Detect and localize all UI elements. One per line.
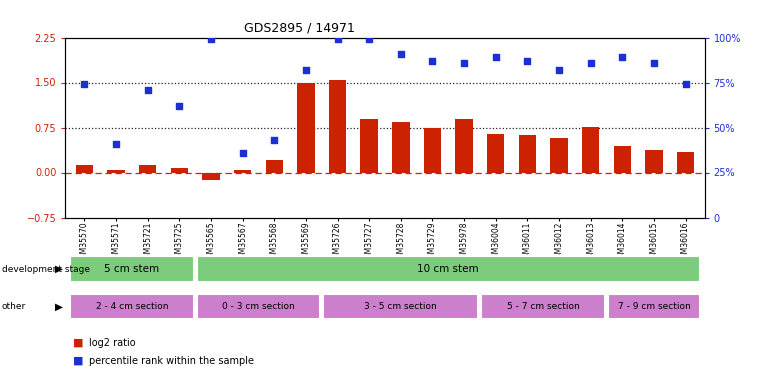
Bar	[645, 150, 663, 172]
Bar	[424, 128, 441, 172]
FancyBboxPatch shape	[197, 256, 700, 282]
FancyBboxPatch shape	[481, 294, 605, 319]
Text: 7 - 9 cm section: 7 - 9 cm section	[618, 302, 690, 311]
Bar	[297, 82, 315, 172]
Text: ▶: ▶	[55, 302, 62, 312]
Text: 2 - 4 cm section: 2 - 4 cm section	[95, 302, 168, 311]
Point	[79, 81, 91, 87]
Point	[584, 60, 597, 66]
FancyBboxPatch shape	[323, 294, 478, 319]
Text: 3 - 5 cm section: 3 - 5 cm section	[364, 302, 437, 311]
Bar	[614, 146, 631, 172]
Text: log2 ratio: log2 ratio	[89, 338, 136, 348]
Bar	[551, 138, 567, 172]
FancyBboxPatch shape	[70, 294, 193, 319]
Text: GDS2895 / 14971: GDS2895 / 14971	[244, 22, 355, 35]
Bar	[392, 122, 410, 172]
Point	[458, 60, 470, 66]
Point	[648, 60, 660, 66]
Bar	[487, 134, 504, 172]
Point	[427, 58, 439, 64]
Point	[395, 51, 407, 57]
Bar	[107, 170, 125, 172]
Bar	[75, 165, 93, 172]
Text: percentile rank within the sample: percentile rank within the sample	[89, 356, 253, 366]
Point	[300, 67, 312, 73]
Point	[521, 58, 534, 64]
Point	[110, 141, 122, 147]
Text: ▶: ▶	[55, 264, 62, 274]
Text: 5 cm stem: 5 cm stem	[104, 264, 159, 274]
Bar	[266, 160, 283, 172]
Point	[142, 87, 154, 93]
Point	[553, 67, 565, 73]
Point	[490, 54, 502, 60]
Text: ■: ■	[73, 356, 84, 366]
Point	[679, 81, 691, 87]
Point	[173, 103, 186, 109]
Bar	[329, 80, 347, 172]
Point	[331, 36, 343, 42]
Bar	[677, 152, 695, 172]
FancyBboxPatch shape	[608, 294, 700, 319]
Point	[268, 137, 280, 143]
Text: development stage: development stage	[2, 265, 89, 274]
Text: ■: ■	[73, 338, 84, 348]
Text: other: other	[2, 302, 25, 311]
Text: 10 cm stem: 10 cm stem	[417, 264, 479, 274]
Bar	[455, 118, 473, 172]
Bar	[582, 127, 599, 172]
Point	[363, 36, 375, 42]
Point	[616, 54, 628, 60]
FancyBboxPatch shape	[70, 256, 193, 282]
Text: 0 - 3 cm section: 0 - 3 cm section	[222, 302, 295, 311]
Bar	[171, 168, 188, 172]
Bar	[360, 118, 378, 172]
Bar	[203, 172, 219, 180]
Bar	[139, 165, 156, 172]
Bar	[234, 170, 251, 172]
Bar	[519, 135, 536, 172]
Text: 5 - 7 cm section: 5 - 7 cm section	[507, 302, 580, 311]
Point	[236, 150, 249, 156]
Point	[205, 36, 217, 42]
FancyBboxPatch shape	[197, 294, 320, 319]
